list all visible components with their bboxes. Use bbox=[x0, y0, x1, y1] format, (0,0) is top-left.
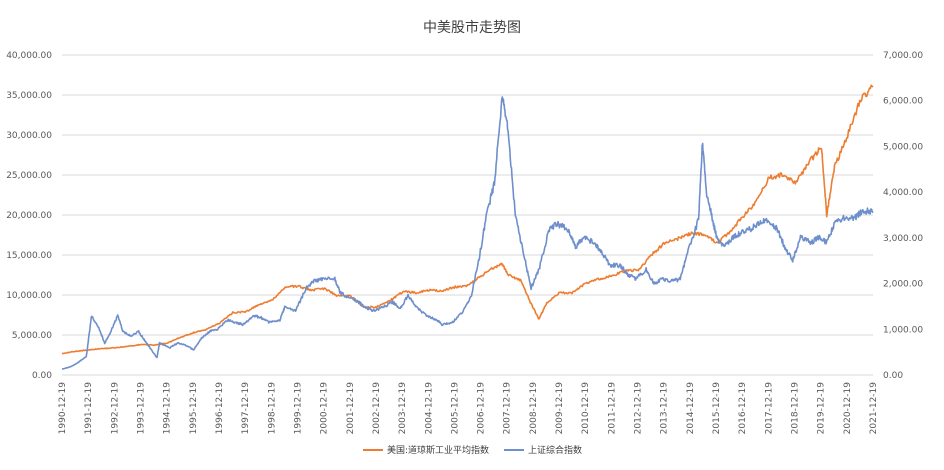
x-tick-label: 2011-12-19 bbox=[607, 382, 617, 435]
x-tick-label: 1993-12-19 bbox=[136, 382, 146, 435]
x-tick-label: 1997-12-19 bbox=[241, 382, 251, 435]
x-tick-label: 1994-12-19 bbox=[163, 382, 173, 435]
x-tick-label: 2018-12-19 bbox=[791, 382, 801, 435]
x-tick-label: 2002-12-19 bbox=[372, 382, 382, 435]
y-left-tick-label: 15,000.00 bbox=[6, 251, 52, 261]
series-line-1 bbox=[61, 84, 874, 355]
x-tick-label: 2021-12-19 bbox=[869, 382, 879, 435]
legend: 美国:道琼斯工业平均指数 上证综合指数 bbox=[363, 444, 582, 456]
x-tick-label: 1991-12-19 bbox=[84, 382, 94, 435]
x-tick-label: 1995-12-19 bbox=[189, 382, 199, 435]
y-left-tick-label: 40,000.00 bbox=[6, 51, 52, 61]
x-tick-label: 2009-12-19 bbox=[555, 382, 565, 435]
y-right-tick-label: 3,000.00 bbox=[883, 234, 923, 244]
y-axis-right: 0.00 1,000.00 2,000.00 3,000.00 4,000.00 5,00… bbox=[883, 51, 923, 381]
y-left-tick-label: 25,000.00 bbox=[6, 171, 52, 181]
x-tick-label: 1998-12-19 bbox=[267, 382, 277, 435]
x-tick-label: 1992-12-19 bbox=[110, 382, 120, 435]
x-tick-label: 2016-12-19 bbox=[738, 382, 748, 435]
x-tick-label: 1990-12-19 bbox=[58, 382, 68, 435]
gridlines bbox=[62, 54, 873, 376]
legend-label: 美国:道琼斯工业平均指数 bbox=[387, 444, 489, 456]
legend-label: 上证综合指数 bbox=[528, 444, 582, 456]
y-right-tick-label: 0.00 bbox=[883, 371, 903, 381]
x-tick-label: 2015-12-19 bbox=[712, 382, 722, 435]
y-left-tick-label: 20,000.00 bbox=[6, 211, 52, 221]
x-tick-label: 2017-12-19 bbox=[764, 382, 774, 435]
x-tick-label: 2003-12-19 bbox=[398, 382, 408, 435]
y-left-tick-label: 35,000.00 bbox=[6, 91, 52, 101]
chart-title: 中美股市走势图 bbox=[423, 19, 521, 36]
y-left-tick-label: 10,000.00 bbox=[6, 291, 52, 301]
y-right-tick-label: 2,000.00 bbox=[883, 280, 923, 290]
y-axis-left: 0.00 5,000.00 10,000.00 15,000.00 20,000.00 2… bbox=[6, 51, 52, 381]
x-tick-label: 2004-12-19 bbox=[424, 382, 434, 435]
x-tick-label: 1996-12-19 bbox=[215, 382, 225, 435]
x-axis: 1990-12-19 1991-12-19 1992-12-19 1993-12-19… bbox=[58, 382, 879, 435]
x-tick-label: 2008-12-19 bbox=[529, 382, 539, 435]
x-tick-label: 2001-12-19 bbox=[346, 382, 356, 435]
series-line-2 bbox=[61, 96, 874, 370]
x-tick-label: 2005-12-19 bbox=[450, 382, 460, 435]
x-tick-label: 1999-12-19 bbox=[293, 382, 303, 435]
y-right-tick-label: 4,000.00 bbox=[883, 188, 923, 198]
series-layer bbox=[61, 84, 874, 370]
y-right-tick-label: 1,000.00 bbox=[883, 325, 923, 335]
x-tick-label: 2019-12-19 bbox=[817, 382, 827, 435]
x-tick-label: 2010-12-19 bbox=[581, 382, 591, 435]
x-tick-label: 2006-12-19 bbox=[477, 382, 487, 435]
y-left-tick-label: 0.00 bbox=[32, 371, 52, 381]
x-tick-label: 2000-12-19 bbox=[320, 382, 330, 435]
y-right-tick-label: 5,000.00 bbox=[883, 142, 923, 152]
x-tick-label: 2013-12-19 bbox=[660, 382, 670, 435]
x-tick-label: 2020-12-19 bbox=[843, 382, 853, 435]
y-left-tick-label: 30,000.00 bbox=[6, 131, 52, 141]
x-tick-label: 2012-12-19 bbox=[634, 382, 644, 435]
y-left-tick-label: 5,000.00 bbox=[12, 331, 52, 341]
x-tick-label: 2014-12-19 bbox=[686, 382, 696, 435]
x-tick-label: 2007-12-19 bbox=[503, 382, 513, 435]
y-right-tick-label: 7,000.00 bbox=[883, 51, 923, 61]
y-right-tick-label: 6,000.00 bbox=[883, 97, 923, 107]
